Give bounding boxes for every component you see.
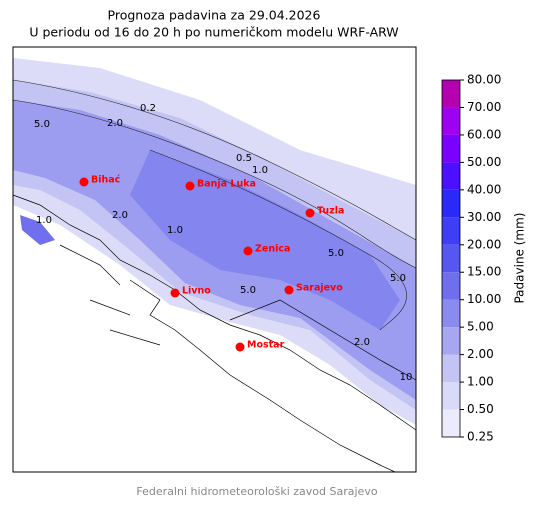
colorbar-band xyxy=(442,134,460,163)
city-marker xyxy=(79,177,89,187)
colorbar-band xyxy=(442,244,460,273)
contour xyxy=(12,79,417,241)
city-label: Mostar xyxy=(247,340,285,351)
contour-label: 5.0 xyxy=(240,285,256,296)
colorbar-tick-label: 5.00 xyxy=(467,320,494,334)
colorbar-tick-label: 10.00 xyxy=(467,292,501,306)
colorbar: Padavine (mm) 0.25 0.50 1.00 2.00 5.00 10.00 1… xyxy=(441,73,527,444)
colorbar-tick-label: 70.00 xyxy=(467,100,501,114)
colorbar-frame xyxy=(441,79,461,438)
colorbar-band xyxy=(442,217,460,245)
contour-label: 1.0 xyxy=(252,165,268,176)
colorbar-tick-label: 50.00 xyxy=(467,155,501,169)
city-marker xyxy=(235,342,245,352)
subtitle: U periodu od 16 do 20 h po numeričkom mo… xyxy=(29,25,398,40)
contour-label: 2.0 xyxy=(112,210,128,221)
band-patch xyxy=(20,215,55,245)
city-label: Bihać xyxy=(91,175,121,186)
colorbar-tick-label: 60.00 xyxy=(467,127,501,141)
coastline xyxy=(129,279,396,473)
colorbar-band xyxy=(442,80,460,108)
colorbar-tick-label: 30.00 xyxy=(467,210,501,224)
colorbar-tick-label: 1.00 xyxy=(467,375,494,389)
map-frame xyxy=(12,46,417,473)
contour-label: 2.0 xyxy=(107,118,123,129)
city-marker xyxy=(243,246,253,256)
contour xyxy=(149,149,407,331)
contour-label: 0.5 xyxy=(236,153,252,164)
coastline xyxy=(12,194,417,431)
contour-label: 10 xyxy=(400,372,413,383)
city-label: Livno xyxy=(182,286,211,297)
colorbar-tick-label: 80.00 xyxy=(467,73,501,87)
contour-label: 5.0 xyxy=(390,273,406,284)
city-label: Zenica xyxy=(255,244,290,255)
band-max xyxy=(130,150,400,330)
city-marker xyxy=(284,285,294,295)
colorbar-band xyxy=(442,299,460,328)
colorbar-band xyxy=(442,162,460,190)
colorbar-label: Padavine (mm) xyxy=(513,212,527,303)
city-label: Tuzla xyxy=(317,206,344,217)
colorbar-tick-label: 20.00 xyxy=(467,237,501,251)
map xyxy=(12,46,417,473)
title: Prognoza padavina za 29.04.2026 xyxy=(108,8,321,23)
colorbar-band xyxy=(442,107,460,135)
colorbar-band xyxy=(442,189,460,218)
contour-label: 1.0 xyxy=(167,225,183,236)
city-marker xyxy=(185,181,195,191)
contour-label: 0.2 xyxy=(140,103,156,114)
colorbar-band xyxy=(442,409,460,437)
border xyxy=(59,244,417,381)
colorbar-band xyxy=(442,327,460,355)
colorbar-band xyxy=(442,354,460,383)
contour-label: 2.0 xyxy=(354,337,370,348)
colorbar-tick-label: 0.50 xyxy=(467,402,494,416)
contour-label: 5.0 xyxy=(328,248,344,259)
contour-label: 1.0 xyxy=(36,215,52,226)
colorbar-band xyxy=(442,382,460,410)
footer: Federalni hidrometeorološki zavod Saraje… xyxy=(136,485,377,498)
contour xyxy=(12,99,417,269)
city-label: Banja Luka xyxy=(197,179,256,190)
colorbar-tick-label: 15.00 xyxy=(467,265,501,279)
city-marker xyxy=(305,208,315,218)
colorbar-tick-label: 2.00 xyxy=(467,347,494,361)
colorbar-band xyxy=(442,272,460,300)
colorbar-tick-label: 40.00 xyxy=(467,182,501,196)
colorbar-tick-label: 0.25 xyxy=(467,430,494,444)
contour-label: 5.0 xyxy=(34,119,50,130)
city-marker xyxy=(170,288,180,298)
city-label: Sarajevo xyxy=(296,283,343,294)
